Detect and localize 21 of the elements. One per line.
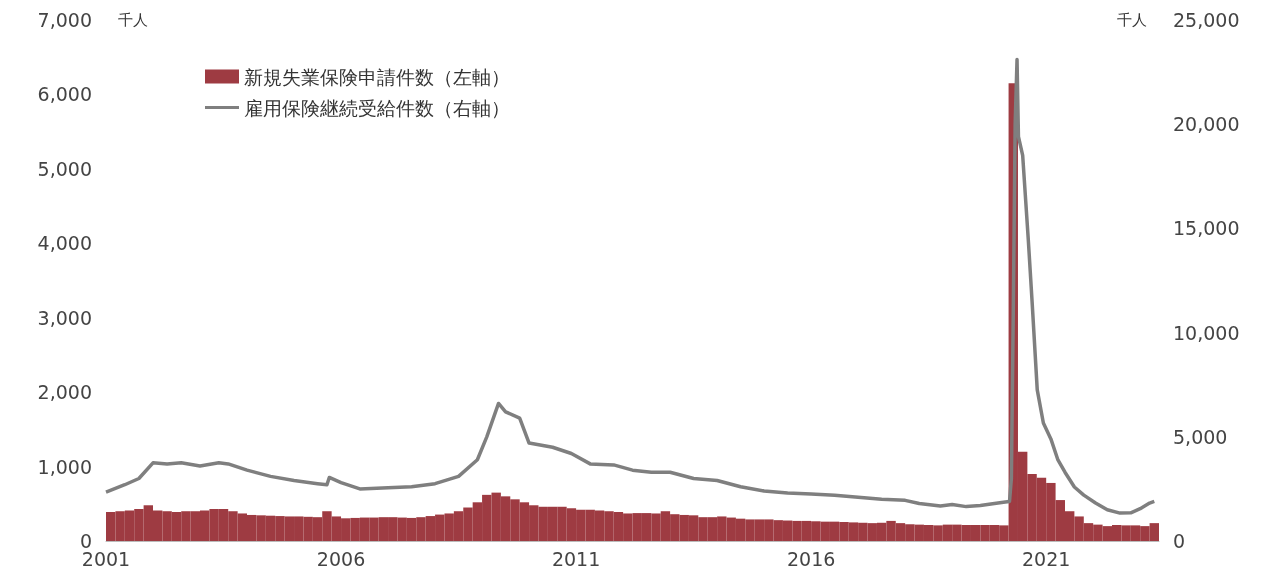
y2-tick-label: 5,000 bbox=[1173, 425, 1228, 448]
x-tick-label: 2011 bbox=[551, 547, 601, 570]
y-tick-label: 4,000 bbox=[37, 232, 92, 255]
y-tick-label: 2,000 bbox=[37, 381, 92, 404]
x-tick-label: 2006 bbox=[316, 547, 366, 570]
y-tick-label: 5,000 bbox=[37, 157, 92, 180]
y-tick-label: 7,000 bbox=[37, 9, 92, 31]
legend-label: 新規失業保険申請件数（左軸） bbox=[244, 65, 510, 88]
y2-tick-label: 0 bbox=[1173, 530, 1186, 552]
y-tick-label: 3,000 bbox=[37, 306, 92, 329]
y-tick-label: 1,000 bbox=[37, 455, 92, 478]
y2-tick-label: 10,000 bbox=[1173, 321, 1240, 344]
x-tick-label: 2021 bbox=[1022, 547, 1071, 570]
y-tick-label: 6,000 bbox=[37, 83, 92, 106]
legend-label: 雇用保険継続受給件数（右軸） bbox=[244, 96, 510, 119]
y2-tick-label: 15,000 bbox=[1173, 217, 1240, 240]
y-axis-title: 千人 bbox=[118, 11, 148, 29]
x-tick-label: 2016 bbox=[786, 547, 836, 570]
y2-axis-title: 千人 bbox=[1117, 11, 1147, 29]
y2-tick-label: 25,000 bbox=[1173, 9, 1240, 31]
y2-tick-label: 20,000 bbox=[1173, 113, 1240, 136]
